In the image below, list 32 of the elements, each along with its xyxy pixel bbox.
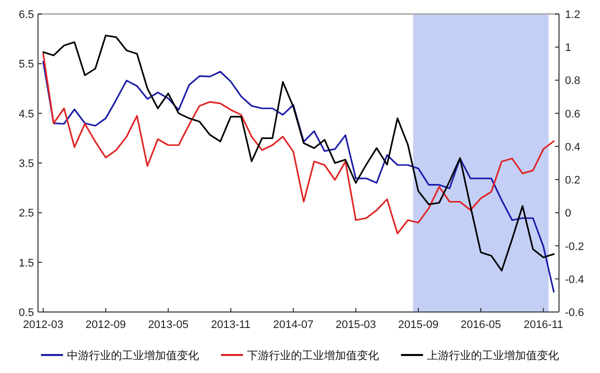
x-tick-label: 2014-07 <box>273 319 314 331</box>
y2-tick-label: 0.6 <box>565 108 580 120</box>
y2-tick-label: 1.2 <box>565 9 580 21</box>
x-tick-label: 2012-03 <box>23 319 64 331</box>
y2-tick-label: 1 <box>565 42 572 54</box>
y-tick-label: 5.5 <box>18 58 34 71</box>
y2-tick-label: 0.4 <box>565 141 580 154</box>
y-tick-label: 4.5 <box>18 108 34 120</box>
x-tick-label: 2016-05 <box>460 319 502 331</box>
x-tick-label: 2016-11 <box>524 319 564 331</box>
y-tick-label: 1.5 <box>18 257 34 270</box>
y-tick-label: 0.5 <box>18 307 34 319</box>
x-tick-label: 2015-09 <box>398 319 439 331</box>
x-tick-label: 2012-09 <box>86 319 126 331</box>
x-tick-label: 2013-05 <box>148 319 188 331</box>
legend-label: 下游行业的工业增加值变化 <box>247 349 379 362</box>
y2-tick-label: -0.6 <box>565 307 584 319</box>
y-tick-label: 2.5 <box>18 208 34 220</box>
legend-label: 中游行业的工业增加值变化 <box>67 349 199 362</box>
y-tick-label: 6.5 <box>18 9 34 21</box>
y2-tick-label: 0.8 <box>565 75 580 88</box>
x-tick-label: 2015-03 <box>336 319 376 331</box>
legend-label: 上游行业的工业增加值变化 <box>427 349 559 362</box>
x-tick-label: 2013-11 <box>210 319 251 331</box>
line-series <box>42 34 555 272</box>
y-tick-label: 3.5 <box>18 158 34 170</box>
y2-tick-label: -0.4 <box>565 274 584 286</box>
y2-tick-label: 0.2 <box>565 174 580 187</box>
y2-tick-label: -0.2 <box>565 240 584 253</box>
line-series <box>42 52 555 234</box>
line-series <box>42 60 555 292</box>
y2-tick-label: 0 <box>565 208 572 220</box>
